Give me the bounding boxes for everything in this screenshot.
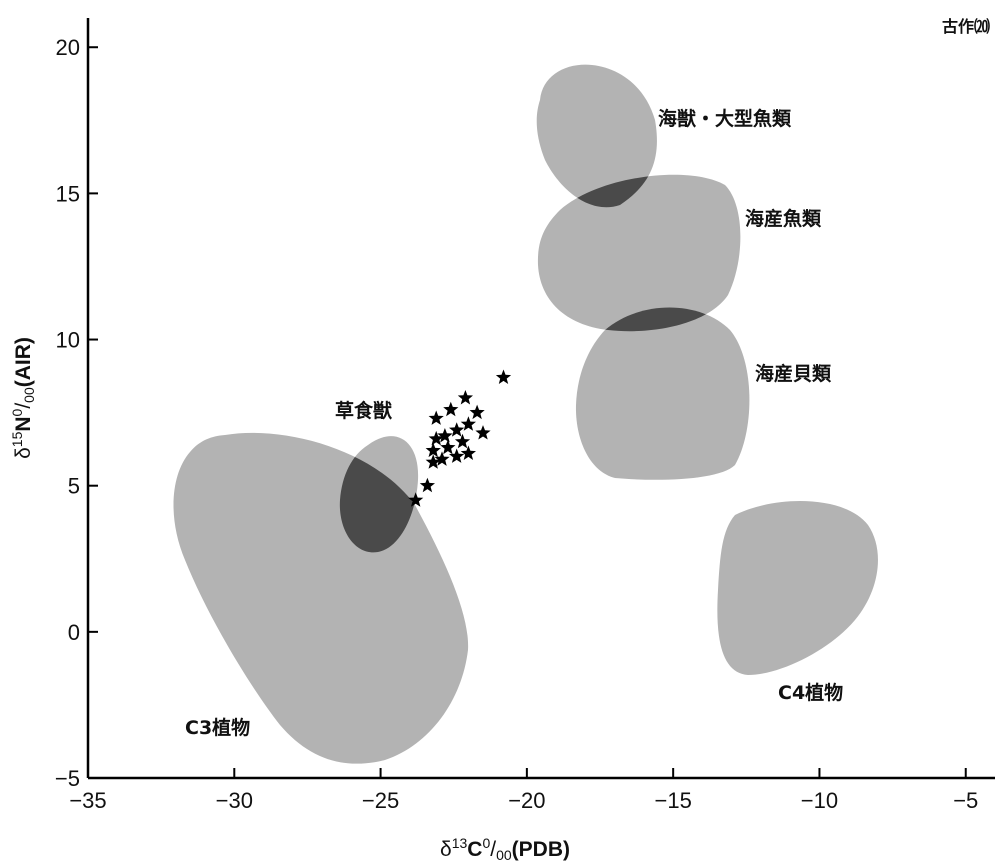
herbivore-star-point: [434, 451, 450, 466]
herbivore-star-point: [419, 477, 435, 493]
herbivore-star-point: [449, 422, 465, 437]
corner-note: 古作⒇: [942, 17, 990, 36]
herbivore-star-point: [460, 445, 476, 460]
herbivore-star-point: [437, 428, 453, 443]
region-marine-shellfish: [575, 307, 750, 480]
herbivore-star-point: [475, 425, 491, 440]
y-tick-label: 20: [56, 35, 80, 60]
herbivore-star-point: [454, 433, 471, 449]
herbivore-star-point: [440, 439, 456, 455]
herbivore-star-point: [495, 369, 512, 384]
x-tick-label: −20: [508, 788, 545, 813]
x-tick-label: −35: [69, 788, 106, 813]
y-tick-label: 10: [56, 328, 80, 353]
y-tick-label: 15: [56, 181, 80, 206]
x-axis-label: δ13C0/00(PDB): [440, 835, 570, 863]
y-tick-label: −5: [55, 766, 80, 791]
x-tick-label: −15: [654, 788, 691, 813]
label-marine-shellfish: 海産貝類: [755, 362, 832, 385]
y-axis-label: δ15N0/00(AIR): [9, 337, 37, 459]
region-c4-plants: [717, 501, 878, 675]
y-tick-label: 5: [68, 474, 80, 499]
y-tick-label: 0: [68, 620, 80, 645]
x-ticks: −35 −30 −25 −20 −15 −10 −5: [69, 768, 978, 813]
herbivore-star-point: [428, 410, 444, 425]
label-c3-plants: C3植物: [185, 716, 250, 739]
label-marine-mammals-large-fish: 海獣・大型魚類: [658, 107, 792, 130]
x-tick-label: −25: [362, 788, 399, 813]
herbivore-star-point: [425, 454, 441, 469]
herbivore-star-point: [425, 442, 441, 458]
x-tick-label: −10: [801, 788, 838, 813]
data-points: [408, 369, 512, 507]
herbivore-star-point: [443, 401, 459, 417]
herbivore-star-point: [469, 404, 485, 420]
label-marine-fish: 海産魚類: [745, 207, 822, 230]
herbivore-star-point: [408, 492, 424, 507]
isotope-regions: [173, 64, 878, 764]
axes: [86, 18, 995, 780]
region-marine-mammals-large-fish: [536, 64, 657, 208]
region-marine-fish: [537, 174, 741, 332]
herbivore-star-point: [428, 430, 444, 446]
herbivore-star-point: [460, 416, 476, 431]
x-tick-label: −30: [216, 788, 253, 813]
herbivore-star-point: [457, 390, 473, 405]
label-c4-plants: C4植物: [778, 681, 843, 704]
x-tick-label: −5: [953, 788, 978, 813]
label-herbivore: 草食獣: [335, 399, 393, 422]
herbivore-star-point: [449, 448, 465, 463]
region-labels: 海獣・大型魚類 海産魚類 海産貝類 草食獣 C3植物 C4植物 古作⒇: [185, 17, 990, 739]
y-ticks: −5 0 5 10 15 20: [55, 35, 98, 791]
region-c3-plants: [173, 432, 469, 764]
